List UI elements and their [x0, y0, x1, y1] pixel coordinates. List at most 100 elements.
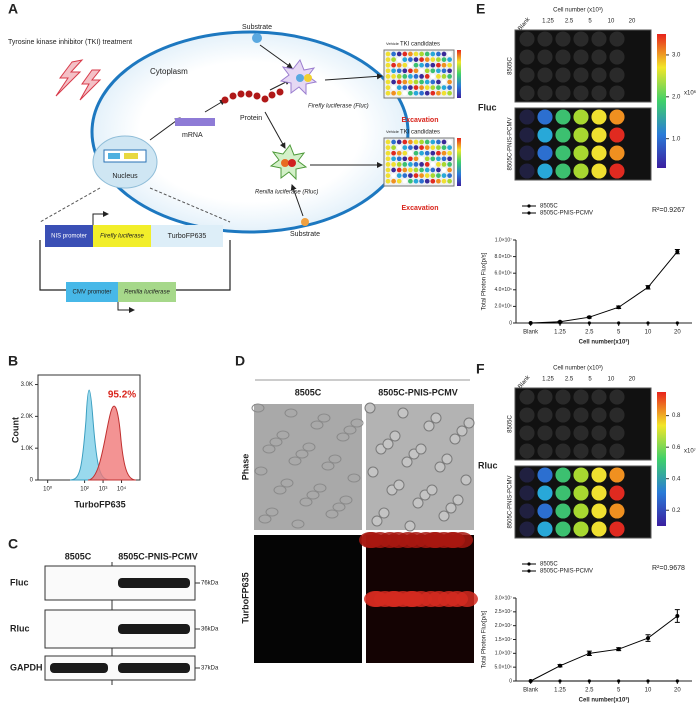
- band: [118, 663, 190, 673]
- well: [436, 51, 441, 57]
- well: [391, 79, 396, 85]
- data-point: [558, 319, 562, 324]
- x-tick-label: 10²: [80, 487, 89, 493]
- mrna-label: mRNA: [182, 132, 203, 139]
- colorbar: [657, 34, 666, 168]
- well: [396, 68, 402, 74]
- plate: [383, 137, 455, 187]
- x-tick-label: 5: [617, 688, 621, 694]
- well: [519, 443, 535, 459]
- well: [609, 425, 625, 441]
- well: [573, 503, 589, 519]
- panel-label: C: [8, 536, 18, 552]
- cell-outline: [445, 502, 457, 514]
- well: [424, 145, 430, 150]
- row-label: 8505C-PNIS-PCMV: [508, 117, 514, 170]
- column-label: 5: [588, 377, 592, 383]
- fluorescent-cell: [366, 591, 388, 607]
- plate-colorbar: [457, 138, 461, 186]
- well: [573, 49, 589, 65]
- data-point: [646, 679, 650, 683]
- well: [537, 127, 553, 143]
- fluorescent-cell: [420, 591, 442, 607]
- column-label: 1.25: [542, 19, 554, 25]
- well: [424, 156, 430, 162]
- well: [441, 68, 447, 74]
- well: [408, 62, 413, 68]
- cell-outline: [350, 418, 364, 428]
- well: [402, 156, 408, 162]
- well: [441, 51, 447, 57]
- cell-outline: [321, 461, 335, 471]
- size-label: 37kDa: [201, 666, 219, 672]
- cell-outline: [364, 402, 376, 414]
- cell-number-label: Cell number (x10³): [553, 8, 603, 14]
- fluorescent-cell: [425, 532, 447, 548]
- well: [609, 31, 625, 47]
- well: [609, 67, 625, 83]
- well: [385, 156, 391, 162]
- well: [430, 79, 436, 85]
- well: [424, 162, 430, 167]
- cell-outline: [426, 484, 438, 496]
- well: [537, 467, 553, 483]
- protein-chain: [221, 88, 284, 104]
- well: [413, 51, 419, 57]
- well: [430, 150, 436, 156]
- well: [402, 162, 408, 167]
- well: [419, 178, 424, 184]
- cell-outline: [378, 507, 390, 519]
- data-point: [528, 321, 533, 325]
- plate-title: TKI candidates: [400, 42, 440, 48]
- well: [402, 57, 408, 62]
- arrow: [324, 73, 383, 81]
- well: [385, 62, 391, 68]
- well: [413, 68, 419, 74]
- well: [555, 127, 571, 143]
- x-tick-label: 10⁰: [43, 486, 53, 493]
- well: [424, 167, 430, 173]
- well: [555, 109, 571, 125]
- row-label: GAPDH: [10, 662, 43, 672]
- well: [519, 145, 535, 161]
- well: [591, 503, 607, 519]
- cell-outline: [438, 510, 450, 522]
- well: [537, 503, 553, 519]
- well: [419, 74, 424, 79]
- well: [519, 389, 535, 405]
- colorbar: [657, 392, 666, 526]
- nis-promoter: [45, 225, 93, 247]
- well: [408, 139, 413, 145]
- well: [609, 467, 625, 483]
- well: [441, 79, 447, 85]
- well: [537, 407, 553, 423]
- well: [419, 90, 424, 96]
- legend-marker: [527, 211, 531, 215]
- well: [430, 156, 436, 162]
- well: [430, 167, 436, 173]
- well: [591, 407, 607, 423]
- well: [447, 74, 452, 79]
- well: [436, 62, 441, 68]
- well: [537, 485, 553, 501]
- well: [408, 74, 413, 79]
- x-tick-label: 10⁴: [117, 486, 127, 493]
- column-header: 8505C: [295, 387, 322, 397]
- well: [413, 145, 419, 150]
- x-tick-label: 10: [645, 330, 652, 336]
- well: [396, 74, 402, 79]
- plate-title: TKI candidates: [400, 130, 440, 136]
- cell-outline: [306, 490, 320, 500]
- colorbar-tick-label: 2.0: [672, 94, 681, 100]
- cell-outline: [339, 495, 353, 505]
- panel-b: B Count TurboFP635 95.2%: [8, 353, 136, 510]
- well: [391, 173, 396, 178]
- well: [391, 145, 396, 150]
- well: [555, 163, 571, 179]
- luminescence: [288, 159, 296, 167]
- well: [391, 162, 396, 167]
- data-point: [587, 679, 591, 683]
- cell-outline: [371, 515, 383, 527]
- well: [430, 173, 436, 178]
- series-line: [530, 251, 678, 324]
